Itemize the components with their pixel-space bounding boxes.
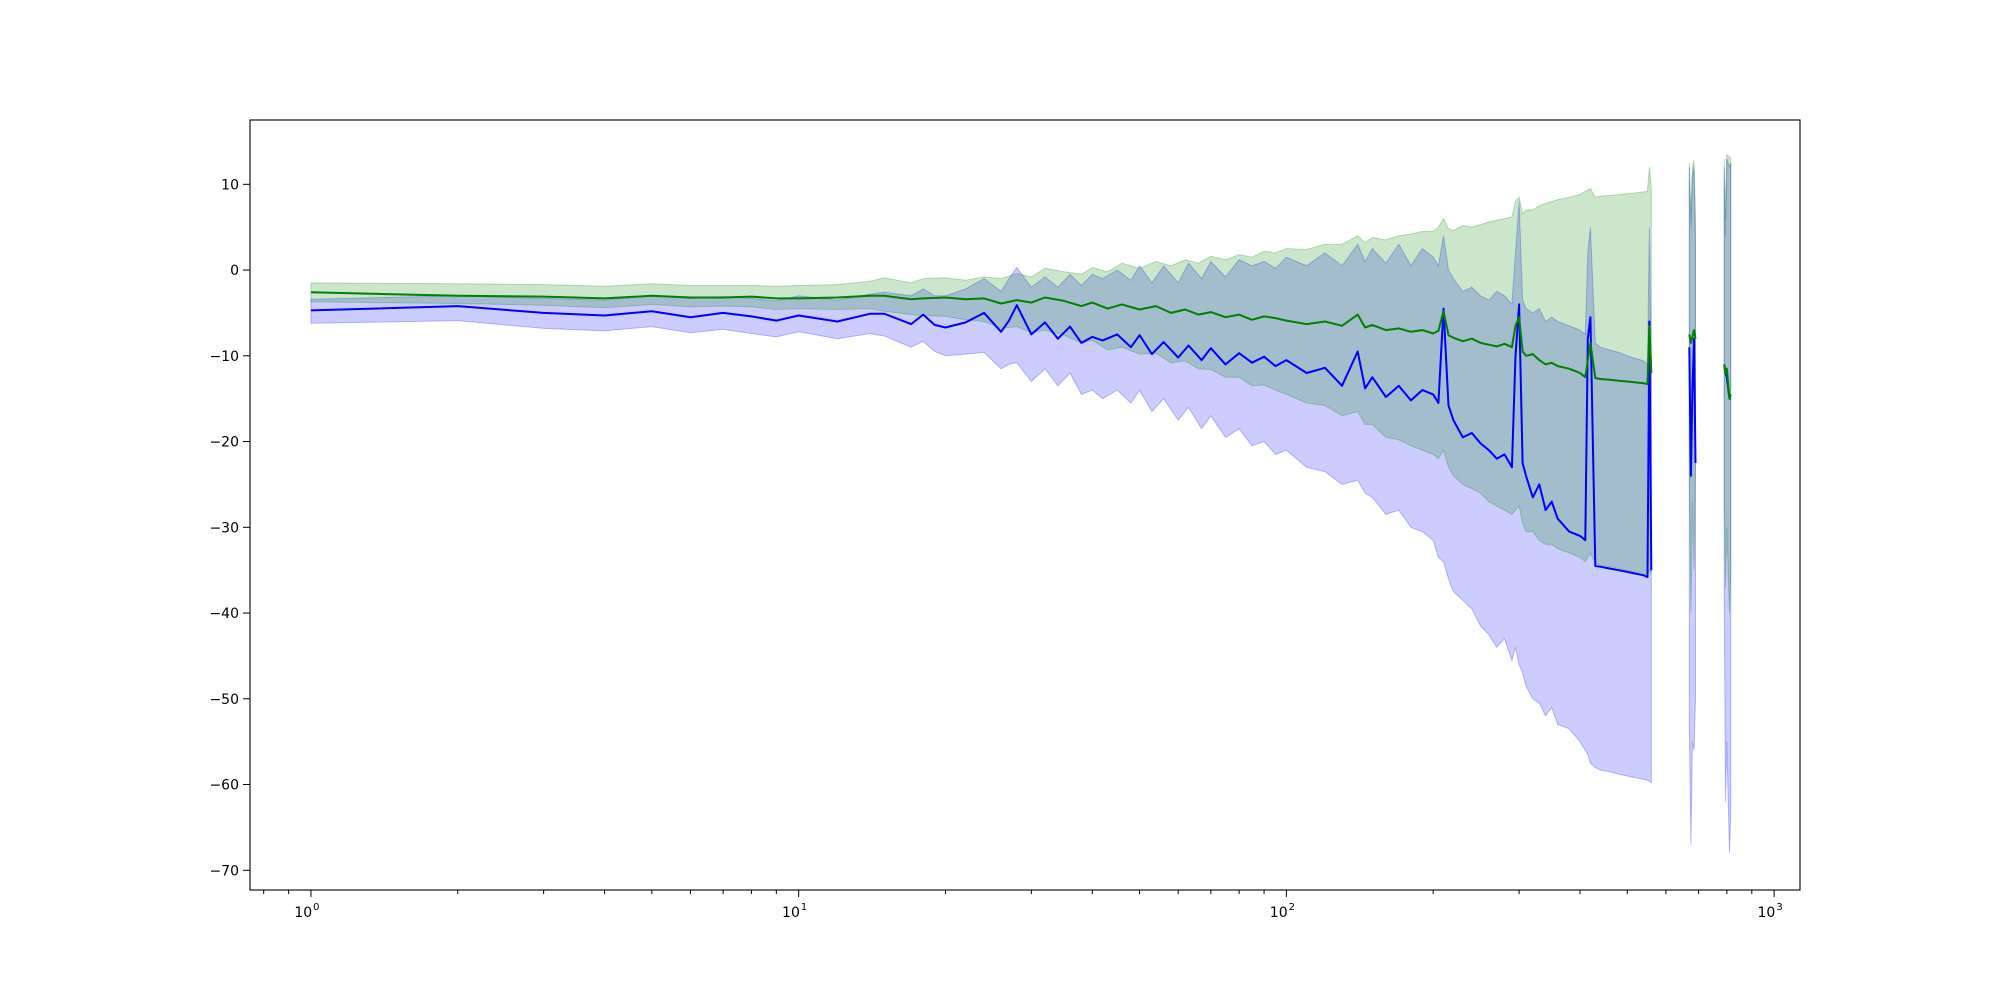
y-tick-label-4: −30 bbox=[209, 520, 239, 536]
series-0-band-segment-1 bbox=[1688, 167, 1696, 845]
series-1-line-segment-2 bbox=[1723, 364, 1732, 400]
y-tick-label-7: −60 bbox=[209, 778, 239, 794]
x-tick-label-0: 100 bbox=[294, 902, 319, 921]
series-1-line-segment-1 bbox=[1688, 329, 1697, 344]
x-tick-label-3: 103 bbox=[1758, 902, 1783, 921]
y-tick-label-3: −20 bbox=[209, 435, 239, 451]
series-0-band-segment-2 bbox=[1723, 158, 1732, 854]
y-axis: 10 0 −10 −20 −30 −40 −50 −60 −70 bbox=[209, 177, 250, 879]
y-tick-label-0: 10 bbox=[221, 177, 239, 193]
series-lines bbox=[310, 291, 1732, 578]
series-1-line-segment-0 bbox=[310, 291, 1653, 386]
confidence-bands bbox=[310, 153, 1732, 854]
series-0-band-segment-0 bbox=[310, 201, 1652, 784]
y-tick-label-8: −70 bbox=[209, 863, 239, 879]
series-1-band-segment-0 bbox=[310, 167, 1652, 576]
plot-area-frame bbox=[249, 119, 1801, 891]
series-0-line-segment-0 bbox=[310, 303, 1653, 578]
x-tick-label-1: 101 bbox=[782, 902, 807, 921]
y-tick-label-5: −40 bbox=[209, 606, 239, 622]
series-0-line-segment-1 bbox=[1688, 337, 1697, 477]
x-tick-label-2: 102 bbox=[1270, 902, 1295, 921]
y-tick-label-2: −10 bbox=[209, 349, 239, 365]
y-tick-label-1: 0 bbox=[230, 263, 239, 279]
x-axis: 100 101 102 103 bbox=[263, 890, 1783, 921]
y-tick-label-6: −50 bbox=[209, 692, 239, 708]
